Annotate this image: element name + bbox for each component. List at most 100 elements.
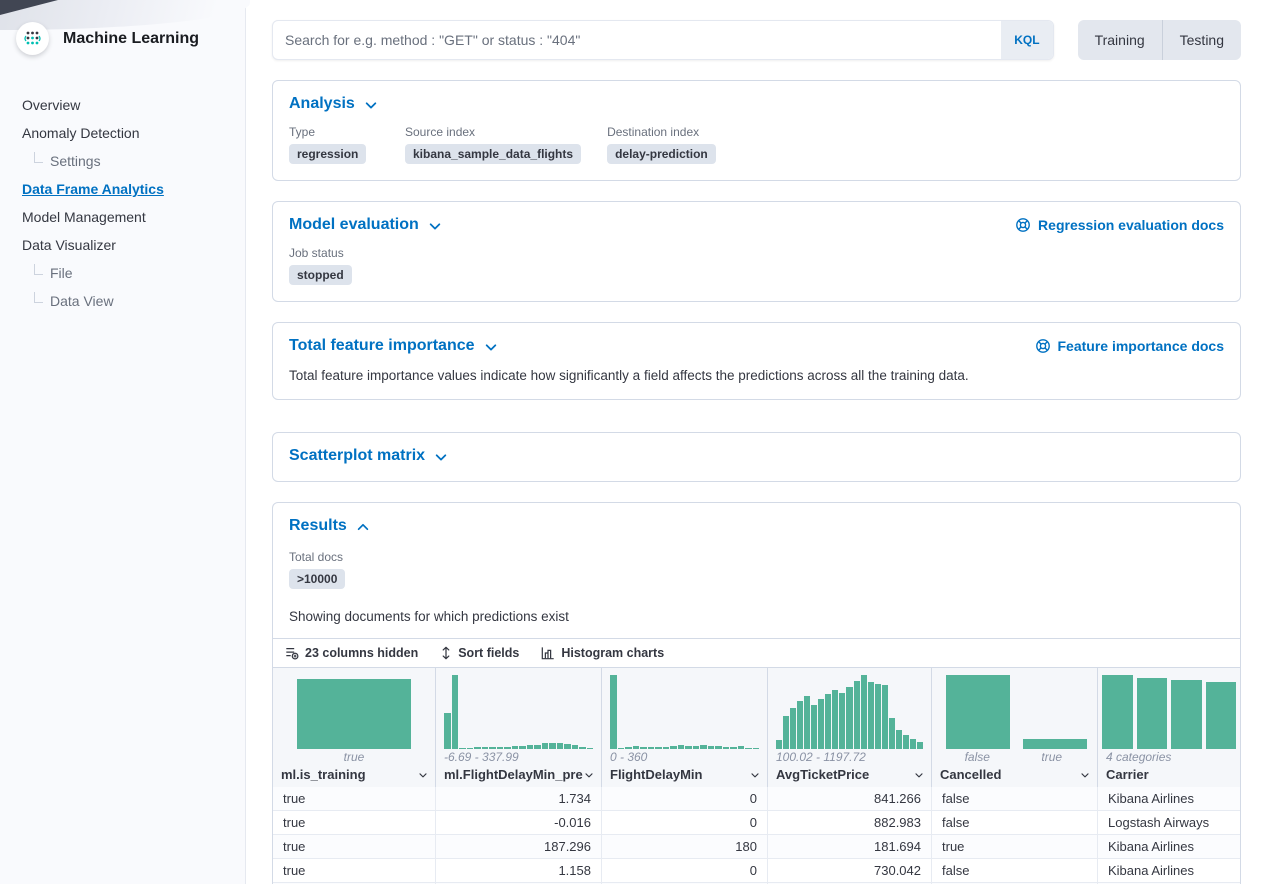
chevron-down-icon[interactable] xyxy=(749,769,761,781)
results-toggle[interactable]: Results xyxy=(289,517,1224,535)
column-header-carrier: 4 categories Carrier xyxy=(1098,668,1240,787)
feature-importance-docs-link[interactable]: Feature importance docs xyxy=(1035,338,1224,354)
histogram-chart-carrier xyxy=(1098,673,1240,749)
cell-flightdelaymin[interactable]: 0 xyxy=(602,859,768,882)
chevron-down-icon[interactable] xyxy=(1079,769,1091,781)
search-input[interactable] xyxy=(273,21,1002,59)
histogram-bar xyxy=(783,715,790,749)
training-button[interactable]: Training xyxy=(1078,20,1163,60)
type-badge: regression xyxy=(289,144,367,164)
grid-body: true 1.734 0 841.266 false Kibana Airlines tru… xyxy=(273,787,1240,884)
histogram-bar xyxy=(571,745,578,749)
source-index-badge: kibana_sample_data_flights xyxy=(405,144,582,164)
table-row: true 1.158 0 730.042 false Kibana Airlines xyxy=(273,859,1240,883)
sidebar-item-data-view[interactable]: Data View xyxy=(0,287,245,315)
regression-evaluation-docs-link[interactable]: Regression evaluation docs xyxy=(1015,217,1224,233)
histogram-bar xyxy=(579,746,586,749)
cell-ml-is_training[interactable]: true xyxy=(273,835,436,858)
analysis-field-destination-index: Destination index delay-prediction xyxy=(607,125,716,164)
cell-cancelled[interactable]: true xyxy=(932,835,1098,858)
cell-flightdelaymin[interactable]: 0 xyxy=(602,811,768,834)
sidebar-item-overview[interactable]: Overview xyxy=(0,91,245,119)
cell-flightdelaymin[interactable]: 0 xyxy=(602,787,768,810)
analysis-panel: Analysis Type regression Source index kiban… xyxy=(272,80,1241,181)
sort-fields-button[interactable]: Sort fields xyxy=(440,646,519,660)
cell-avgticketprice[interactable]: 730.042 xyxy=(768,859,932,882)
column-range-label: -6.69 - 337.99 xyxy=(444,750,519,764)
columns-hidden-button[interactable]: 23 columns hidden xyxy=(285,646,418,660)
histogram-bar xyxy=(481,746,488,749)
type-label: Type xyxy=(289,125,316,139)
histogram-bar xyxy=(839,692,846,749)
chevron-down-icon xyxy=(364,98,378,112)
feature-importance-panel: Total feature importance Feature importa… xyxy=(272,322,1241,400)
feature-importance-toggle[interactable]: Total feature importance xyxy=(289,337,498,355)
sidebar-item-settings[interactable]: Settings xyxy=(0,147,245,175)
column-name-cancelled[interactable]: Cancelled xyxy=(932,766,1097,787)
column-range-label: 4 categories xyxy=(1106,750,1172,764)
cell-flightdelaymin[interactable]: 180 xyxy=(602,835,768,858)
cell-carrier[interactable]: Logstash Airways xyxy=(1108,815,1210,830)
cell-carrier[interactable]: Kibana Airlines xyxy=(1108,839,1194,854)
cell-avgticketprice[interactable]: 882.983 xyxy=(768,811,932,834)
column-name-carrier[interactable]: Carrier xyxy=(1098,766,1240,787)
histogram-bar xyxy=(662,746,669,749)
column-name-ml-is_training[interactable]: ml.is_training xyxy=(273,766,435,787)
histogram-charts-button[interactable]: Histogram charts xyxy=(541,646,664,660)
testing-button[interactable]: Testing xyxy=(1163,20,1241,60)
cell-avgticketprice[interactable]: 841.266 xyxy=(768,787,932,810)
histogram-bar xyxy=(730,746,737,749)
cell-ml-is_training[interactable]: true xyxy=(273,787,436,810)
chevron-up-icon xyxy=(356,520,370,534)
sidebar-item-label: Data Visualizer xyxy=(22,237,116,253)
documentation-icon xyxy=(1035,338,1051,354)
histogram-bar xyxy=(715,746,722,749)
histogram-bar xyxy=(451,675,458,749)
cell-avgticketprice[interactable]: 181.694 xyxy=(768,835,932,858)
cell-ml-flightdelaymin_prediction[interactable]: 1.734 xyxy=(436,787,602,810)
cell-ml-flightdelaymin_prediction[interactable]: 187.296 xyxy=(436,835,602,858)
sidebar-item-anomaly-detection[interactable]: Anomaly Detection xyxy=(0,119,245,147)
model-evaluation-toggle[interactable]: Model evaluation xyxy=(289,216,442,234)
cell-ml-is_training[interactable]: true xyxy=(273,859,436,882)
histogram-bar xyxy=(444,713,451,749)
cell-cancelled[interactable]: false xyxy=(932,787,1098,810)
column-header-ml-flightdelaymin_prediction: -6.69 - 337.99 ml.FlightDelayMin_predicti… xyxy=(436,668,602,787)
chevron-down-icon[interactable] xyxy=(417,769,429,781)
scatterplot-matrix-toggle[interactable]: Scatterplot matrix xyxy=(289,447,448,465)
histogram-bar xyxy=(466,747,473,749)
sidebar-item-data-visualizer[interactable]: Data Visualizer xyxy=(0,231,245,259)
histogram-bar xyxy=(586,747,593,749)
histogram-bar xyxy=(737,746,744,749)
cell-carrier[interactable]: Kibana Airlines xyxy=(1108,863,1194,878)
cell-cancelled[interactable]: false xyxy=(932,859,1098,882)
cell-ml-flightdelaymin_prediction[interactable]: -0.016 xyxy=(436,811,602,834)
chevron-down-icon[interactable] xyxy=(583,769,595,781)
sidebar: Machine Learning Overview Anomaly Detecti… xyxy=(0,0,250,884)
sidebar-item-label: Data Frame Analytics xyxy=(22,181,164,197)
histogram-bar xyxy=(881,684,888,749)
column-name-flightdelaymin[interactable]: FlightDelayMin xyxy=(602,766,767,787)
kql-button[interactable]: KQL xyxy=(1001,21,1053,59)
histogram-bar xyxy=(797,700,804,749)
histogram-bar xyxy=(685,746,692,749)
histogram-bar xyxy=(1205,681,1236,749)
cell-cancelled[interactable]: false xyxy=(932,811,1098,834)
sidebar-item-data-frame-analytics[interactable]: Data Frame Analytics xyxy=(0,175,245,203)
cell-ml-flightdelaymin_prediction[interactable]: 1.158 xyxy=(436,859,602,882)
chevron-down-icon[interactable] xyxy=(913,769,925,781)
column-range-label: 100.02 - 1197.72 xyxy=(776,750,866,764)
scatterplot-matrix-panel: Scatterplot matrix xyxy=(272,432,1241,482)
histogram-bar xyxy=(647,746,654,749)
cell-ml-is_training[interactable]: true xyxy=(273,811,436,834)
column-name-ml-flightdelaymin_prediction[interactable]: ml.FlightDelayMin_prediction xyxy=(436,766,601,787)
histogram-bar xyxy=(625,746,632,749)
column-name-avgticketprice[interactable]: AvgTicketPrice xyxy=(768,766,931,787)
column-name-label: ml.FlightDelayMin_prediction xyxy=(444,767,583,782)
column-name-label: Carrier xyxy=(1106,767,1149,782)
cell-carrier[interactable]: Kibana Airlines xyxy=(1108,791,1194,806)
sidebar-item-file[interactable]: File xyxy=(0,259,245,287)
sidebar-item-label: File xyxy=(50,265,73,281)
sidebar-item-model-management[interactable]: Model Management xyxy=(0,203,245,231)
analysis-toggle[interactable]: Analysis xyxy=(289,95,378,113)
